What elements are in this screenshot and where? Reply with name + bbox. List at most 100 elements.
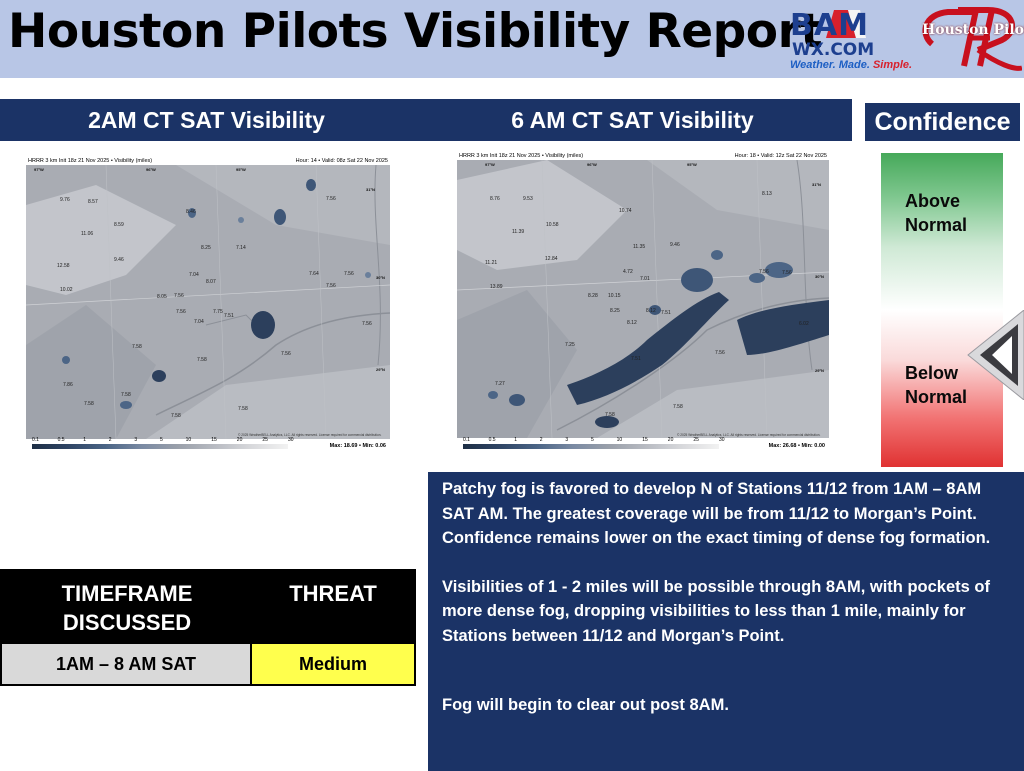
scale-tick-label: 15 <box>642 437 648 443</box>
scale-tick-label: 10 <box>185 437 192 443</box>
discussion-paragraph-3: Fog will begin to clear out post 8AM. <box>442 696 729 714</box>
svg-text:7.51: 7.51 <box>661 310 671 316</box>
map-max-min: Max: 26.68 • Min: 0.00 <box>768 443 825 449</box>
svg-text:95°W: 95°W <box>236 167 246 172</box>
svg-text:11.39: 11.39 <box>512 229 524 235</box>
svg-text:30°N: 30°N <box>376 275 385 280</box>
svg-text:7.51: 7.51 <box>224 313 234 319</box>
svg-text:10.58: 10.58 <box>546 222 559 228</box>
scale-tick-label: 0.1 <box>32 437 39 443</box>
scale-tick-label: 25 <box>262 437 268 443</box>
svg-text:7.58: 7.58 <box>84 401 94 407</box>
svg-text:10.15: 10.15 <box>608 293 621 299</box>
map-max-min: Max: 18.69 • Min: 0.06 <box>329 443 386 449</box>
scale-tick-label: 3 <box>134 437 138 443</box>
svg-text:7.27: 7.27 <box>495 381 505 387</box>
svg-text:29°N: 29°N <box>376 367 385 372</box>
svg-text:7.56: 7.56 <box>174 293 184 299</box>
bam-logo: BAM WX.COM Weather. Made. Simple. <box>786 8 914 72</box>
svg-text:9.53: 9.53 <box>523 196 533 202</box>
svg-text:12.58: 12.58 <box>57 263 70 269</box>
svg-text:8.07: 8.07 <box>206 279 216 285</box>
svg-text:8.28: 8.28 <box>588 293 598 299</box>
scale-tick-label: 0.5 <box>488 437 496 443</box>
scale-tick-label: 5 <box>160 437 163 443</box>
cell-threat-level: Medium <box>252 644 414 684</box>
header-threat: THREAT <box>289 581 377 606</box>
svg-text:29°N: 29°N <box>815 368 824 373</box>
scale-tick-label: 3 <box>565 437 569 443</box>
discussion-paragraph-1: Patchy fog is favored to develop N of St… <box>442 480 991 547</box>
confidence-gauge: Above Normal Below Normal <box>881 153 1003 467</box>
svg-text:7.56: 7.56 <box>281 351 291 357</box>
svg-text:6.02: 6.02 <box>799 321 809 327</box>
svg-text:8.12: 8.12 <box>646 308 656 314</box>
svg-text:7.58: 7.58 <box>197 357 207 363</box>
svg-text:13.89: 13.89 <box>490 284 503 290</box>
svg-text:7.56: 7.56 <box>176 309 186 315</box>
svg-text:9.46: 9.46 <box>670 242 680 248</box>
bam-logo-name: BAM <box>790 8 869 43</box>
svg-text:11.35: 11.35 <box>633 244 645 250</box>
map-credit: © 2025 WeatherBELL Analytics, LLC. All r… <box>238 433 381 437</box>
svg-text:7.04: 7.04 <box>189 272 199 278</box>
svg-text:7.75: 7.75 <box>213 309 223 315</box>
svg-text:7.58: 7.58 <box>673 404 683 410</box>
scale-tick-label: 25 <box>693 437 699 443</box>
scale-tick-label: 30 <box>719 437 725 443</box>
svg-text:10.74: 10.74 <box>619 208 632 214</box>
scale-tick-label: 1 <box>83 437 86 443</box>
scale-tick-label: 5 <box>591 437 594 443</box>
confidence-pointer-arrow-icon <box>967 310 1024 400</box>
svg-text:8.05: 8.05 <box>157 294 167 300</box>
svg-text:31°N: 31°N <box>812 182 821 187</box>
panel-title-6am: 6 AM CT SAT Visibility <box>413 99 852 141</box>
bam-logo-tagline: Weather. Made. Simple. <box>790 59 913 71</box>
svg-text:96°W: 96°W <box>587 162 597 167</box>
map-scale: Max: 18.69 • Min: 0.06 0.1 0.5 1 2 3 5 10 15 20 2… <box>30 437 390 453</box>
visibility-color-scale <box>463 444 719 449</box>
svg-text:7.58: 7.58 <box>605 412 615 418</box>
svg-text:8.76: 8.76 <box>490 196 500 202</box>
visibility-map-6am: HRRR 3 km Init 18z 21 Nov 2025 • Visibil… <box>455 150 831 455</box>
svg-text:7.86: 7.86 <box>63 382 73 388</box>
svg-text:10.02: 10.02 <box>60 287 73 293</box>
svg-text:7.01: 7.01 <box>640 276 650 282</box>
svg-text:7.56: 7.56 <box>362 321 372 327</box>
map-header: HRRR 3 km Init 18z 21 Nov 2025 • Visibil… <box>26 156 390 167</box>
svg-text:9.76: 9.76 <box>60 197 70 203</box>
svg-text:11.06: 11.06 <box>81 231 93 237</box>
houston-pilots-logo-name: Houston Pilots <box>922 22 1024 38</box>
svg-text:95°W: 95°W <box>687 162 697 167</box>
svg-text:7.58: 7.58 <box>238 406 248 412</box>
map-scale: Max: 26.68 • Min: 0.00 0.1 0.5 1 2 3 5 10 15 20 2… <box>461 437 829 453</box>
svg-text:9.46: 9.46 <box>114 257 124 263</box>
scale-tick-label: 2 <box>539 437 543 443</box>
header-timeframe: TIMEFRAME DISCUSSED <box>61 581 193 635</box>
scale-tick-label: 20 <box>236 437 243 443</box>
map-image-2am: 9.76 8.57 11.06 12.58 10.02 8.59 9.46 8.46 8.2… <box>26 165 390 439</box>
visibility-color-scale <box>32 444 288 449</box>
svg-text:31°N: 31°N <box>366 187 375 192</box>
header-bar: Houston Pilots Visibility Report BAM WX.… <box>0 0 1024 78</box>
svg-text:7.64: 7.64 <box>309 271 319 277</box>
svg-text:7.56: 7.56 <box>759 269 769 275</box>
map-header-right: Hour: 14 • Valid: 08z Sat 22 Nov 2025 <box>295 158 388 164</box>
svg-text:96°W: 96°W <box>146 167 156 172</box>
page-title: Houston Pilots Visibility Report <box>8 4 823 59</box>
scale-tick-label: 2 <box>108 437 112 443</box>
discussion-paragraph-2: Visibilities of 1 - 2 miles will be poss… <box>442 577 990 645</box>
svg-text:7.56: 7.56 <box>344 271 354 277</box>
threat-table: TIMEFRAME DISCUSSED THREAT 1AM – 8 AM SAT… <box>0 569 416 686</box>
svg-text:8.12: 8.12 <box>627 320 637 326</box>
panel-title-confidence: Confidence <box>865 103 1020 141</box>
svg-text:8.57: 8.57 <box>88 199 98 205</box>
gauge-label-above-normal: Above Normal <box>905 191 968 235</box>
svg-text:12.84: 12.84 <box>545 256 558 262</box>
svg-text:8.59: 8.59 <box>114 222 124 228</box>
svg-text:8.13: 8.13 <box>762 191 772 197</box>
scale-tick-label: 15 <box>211 437 217 443</box>
svg-text:7.25: 7.25 <box>565 342 575 348</box>
panel-title-2am: 2AM CT SAT Visibility <box>0 99 413 141</box>
svg-text:7.56: 7.56 <box>782 270 792 276</box>
